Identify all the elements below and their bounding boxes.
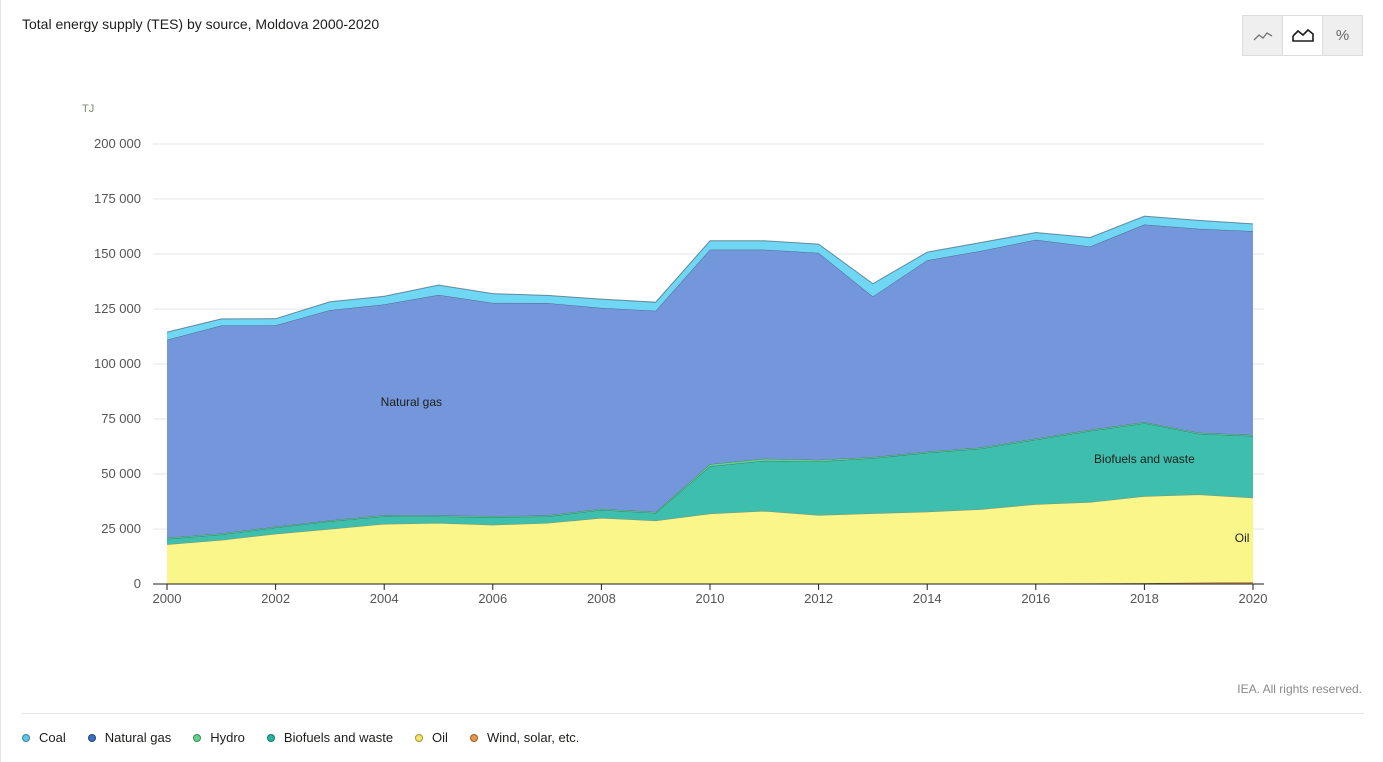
legend-label: Coal bbox=[39, 730, 66, 745]
percent-icon: % bbox=[1335, 27, 1350, 44]
legend-item-natural-gas[interactable]: Natural gas bbox=[87, 730, 172, 745]
x-tick-label: 2018 bbox=[1130, 591, 1159, 606]
x-tick-label: 2016 bbox=[1021, 591, 1050, 606]
legend-item-oil[interactable]: Oil bbox=[415, 730, 448, 745]
x-tick-label: 2002 bbox=[261, 591, 290, 606]
area-chart-icon bbox=[1291, 28, 1314, 42]
x-tick-label: 2006 bbox=[478, 591, 507, 606]
series-area-coal bbox=[167, 216, 1253, 340]
legend-dot bbox=[193, 733, 202, 742]
legend-label: Wind, solar, etc. bbox=[486, 730, 580, 745]
x-tick-label: 2000 bbox=[153, 591, 182, 606]
line-view-button[interactable] bbox=[1243, 16, 1283, 55]
legend-dot bbox=[469, 733, 478, 742]
x-tick-label: 2020 bbox=[1239, 591, 1268, 606]
credit-text: IEA. All rights reserved. bbox=[1237, 682, 1362, 696]
area-view-button[interactable] bbox=[1283, 16, 1323, 55]
series-area-oil bbox=[167, 494, 1253, 584]
series-line-coal bbox=[166, 215, 1254, 333]
area-chart: TJ 0 25 000 50 000 75 000 100 000 125 000 150 0… bbox=[82, 103, 1268, 606]
y-tick-label: 50 000 bbox=[101, 466, 141, 481]
y-tick-label: 150 000 bbox=[94, 246, 141, 261]
y-tick-label: 75 000 bbox=[101, 411, 141, 426]
percent-view-button[interactable]: % bbox=[1323, 16, 1362, 55]
y-tick-label: 100 000 bbox=[94, 356, 141, 371]
legend-item-hydro[interactable]: Hydro bbox=[193, 730, 245, 745]
chart-title: Total energy supply (TES) by source, Mol… bbox=[22, 16, 380, 32]
x-tick-label: 2010 bbox=[696, 591, 725, 606]
y-tick-label: 200 000 bbox=[94, 136, 141, 151]
legend-item-biofuels-and-waste[interactable]: Biofuels and waste bbox=[266, 730, 394, 745]
x-tick-label: 2014 bbox=[913, 591, 942, 606]
legend-dot bbox=[22, 733, 30, 742]
legend-label: Hydro bbox=[210, 730, 245, 745]
legend-dot bbox=[266, 733, 275, 742]
legend-divider bbox=[22, 713, 1364, 714]
chart-view-toggle: % bbox=[1242, 15, 1363, 56]
chart-legend: Coal Natural gas Hydro Biofuels and waste Oi… bbox=[22, 730, 601, 745]
area-label: Oil bbox=[1235, 531, 1250, 545]
legend-label: Natural gas bbox=[104, 730, 172, 745]
y-tick-label: 175 000 bbox=[94, 191, 141, 206]
series-area-natural-gas bbox=[167, 224, 1253, 538]
legend-dot bbox=[87, 733, 96, 742]
series-area-biofuels-and-waste bbox=[167, 423, 1253, 545]
y-tick-label: 125 000 bbox=[94, 301, 141, 316]
line-chart-icon bbox=[1253, 31, 1272, 40]
legend-item-coal[interactable]: Coal bbox=[22, 730, 66, 745]
x-tick-label: 2004 bbox=[370, 591, 399, 606]
area-label: Natural gas bbox=[381, 395, 442, 409]
y-unit-label: TJ bbox=[82, 103, 94, 115]
y-tick-label: 25 000 bbox=[101, 521, 141, 536]
x-tick-label: 2012 bbox=[804, 591, 833, 606]
y-tick-label: 0 bbox=[134, 576, 141, 591]
legend-label: Biofuels and waste bbox=[283, 730, 394, 745]
legend-item-wind-solar-etc[interactable]: Wind, solar, etc. bbox=[469, 730, 580, 745]
series-area-hydro bbox=[167, 422, 1253, 539]
legend-label: Oil bbox=[432, 730, 448, 745]
area-label: Biofuels and waste bbox=[1094, 452, 1195, 466]
x-tick-label: 2008 bbox=[587, 591, 616, 606]
legend-dot bbox=[415, 733, 424, 742]
